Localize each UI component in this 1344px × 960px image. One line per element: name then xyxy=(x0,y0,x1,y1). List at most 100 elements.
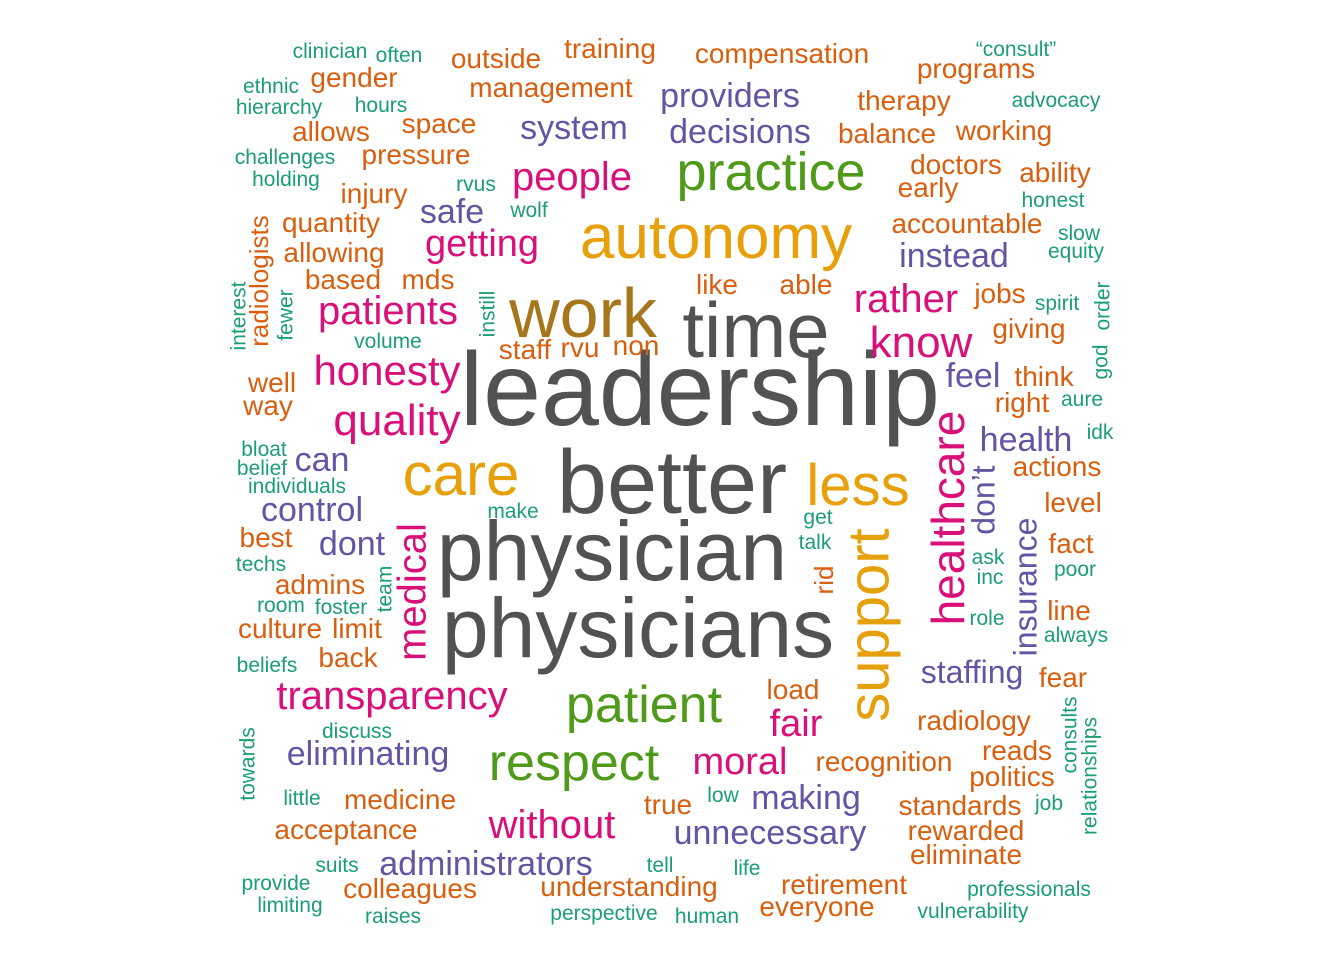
cloud-word: mds xyxy=(402,264,455,295)
cloud-word: wolf xyxy=(509,199,548,222)
cloud-word: volume xyxy=(354,330,422,353)
cloud-word: suits xyxy=(315,854,358,877)
cloud-word: administrators xyxy=(379,845,593,883)
cloud-word: without xyxy=(488,803,616,847)
cloud-word: honest xyxy=(1021,189,1084,212)
cloud-word: therapy xyxy=(857,85,950,116)
cloud-word: medical xyxy=(391,523,435,661)
cloud-word: fewer xyxy=(275,289,298,340)
cloud-word: allowing xyxy=(283,237,384,268)
cloud-word: based xyxy=(305,264,381,295)
cloud-word: dont xyxy=(319,525,386,563)
cloud-word: colleagues xyxy=(343,873,477,904)
cloud-word: don’t xyxy=(965,465,1001,535)
cloud-word: aure xyxy=(1061,388,1103,411)
cloud-word: radiologists xyxy=(244,215,274,347)
cloud-word: retirement xyxy=(781,869,907,900)
cloud-word: working xyxy=(955,115,1052,146)
cloud-word: system xyxy=(520,109,628,147)
cloud-word: relationships xyxy=(1079,717,1102,835)
cloud-word: early xyxy=(898,172,959,203)
cloud-word: rather xyxy=(854,277,959,321)
cloud-word: feel xyxy=(946,357,1001,395)
cloud-word: people xyxy=(512,155,632,199)
cloud-word: politics xyxy=(969,761,1055,792)
cloud-word: belief xyxy=(237,457,287,480)
cloud-word: physician xyxy=(437,504,787,598)
cloud-word: spirit xyxy=(1035,292,1080,315)
cloud-word: actions xyxy=(1013,451,1102,482)
cloud-word: patient xyxy=(566,676,723,734)
cloud-word: healthcare xyxy=(922,411,974,626)
cloud-word: true xyxy=(644,789,692,820)
cloud-word: team xyxy=(374,566,397,613)
cloud-word: transparency xyxy=(276,674,507,718)
cloud-word: equity xyxy=(1048,240,1105,263)
cloud-word: honesty xyxy=(313,347,460,394)
cloud-word: ethnic xyxy=(243,75,299,98)
cloud-word: life xyxy=(734,857,761,880)
cloud-word: injury xyxy=(341,178,408,209)
cloud-word: time xyxy=(682,286,829,374)
cloud-word: rvu xyxy=(561,332,600,363)
cloud-word: god xyxy=(1090,344,1113,379)
cloud-word: raises xyxy=(365,905,421,928)
cloud-word: room xyxy=(257,594,305,617)
cloud-word: rid xyxy=(809,566,839,595)
cloud-word: moral xyxy=(692,741,787,783)
cloud-word: less xyxy=(806,453,909,518)
cloud-word: right xyxy=(995,387,1050,418)
cloud-word: discuss xyxy=(322,720,392,743)
cloud-word: consults xyxy=(1059,696,1082,773)
cloud-word: talk xyxy=(799,531,832,554)
cloud-word: line xyxy=(1047,595,1091,626)
cloud-word: way xyxy=(242,390,293,421)
cloud-word: towards xyxy=(237,727,260,801)
cloud-word: better xyxy=(557,433,787,533)
cloud-word: making xyxy=(751,779,861,817)
cloud-word: unnecessary xyxy=(674,814,867,852)
cloud-word: rvus xyxy=(456,173,496,196)
cloud-word: control xyxy=(261,491,363,529)
cloud-word: load xyxy=(767,674,820,705)
cloud-word: pressure xyxy=(362,139,471,170)
cloud-word: limit xyxy=(332,613,382,644)
cloud-word: work xyxy=(508,274,658,352)
cloud-word: decisions xyxy=(669,113,811,151)
cloud-word: autonomy xyxy=(580,203,852,272)
cloud-word: “consult” xyxy=(976,38,1057,61)
cloud-word: allows xyxy=(292,116,370,147)
cloud-word: tell xyxy=(647,854,674,877)
cloud-word: order xyxy=(1092,281,1115,330)
cloud-word: job xyxy=(1034,792,1063,815)
cloud-word: jobs xyxy=(973,278,1025,309)
cloud-word: balance xyxy=(838,118,936,149)
cloud-word: programs xyxy=(917,53,1035,84)
cloud-word: able xyxy=(780,269,833,300)
cloud-word: advocacy xyxy=(1012,89,1101,112)
cloud-word: respect xyxy=(489,734,660,792)
cloud-word: make xyxy=(487,500,538,523)
cloud-word: always xyxy=(1044,624,1108,647)
cloud-word: inc xyxy=(977,566,1004,589)
cloud-word: everyone xyxy=(759,891,874,922)
cloud-word: reads xyxy=(982,735,1052,766)
cloud-word: fact xyxy=(1048,528,1093,559)
cloud-word: know xyxy=(870,318,973,367)
cloud-word: best xyxy=(240,522,293,553)
cloud-word: getting xyxy=(425,223,539,265)
cloud-word: low xyxy=(707,784,739,807)
cloud-word: idk xyxy=(1087,421,1114,444)
cloud-word: ability xyxy=(1019,157,1091,188)
cloud-word: vulnerability xyxy=(918,900,1029,923)
cloud-word: instill xyxy=(477,291,500,338)
cloud-word: think xyxy=(1014,361,1074,392)
cloud-word: poor xyxy=(1054,558,1096,581)
cloud-word: clinician xyxy=(293,40,368,63)
cloud-word: understanding xyxy=(540,871,717,902)
cloud-word: gender xyxy=(310,62,397,93)
cloud-word: staff xyxy=(499,334,552,365)
cloud-word: practice xyxy=(676,142,865,202)
cloud-word: slow xyxy=(1058,222,1101,245)
